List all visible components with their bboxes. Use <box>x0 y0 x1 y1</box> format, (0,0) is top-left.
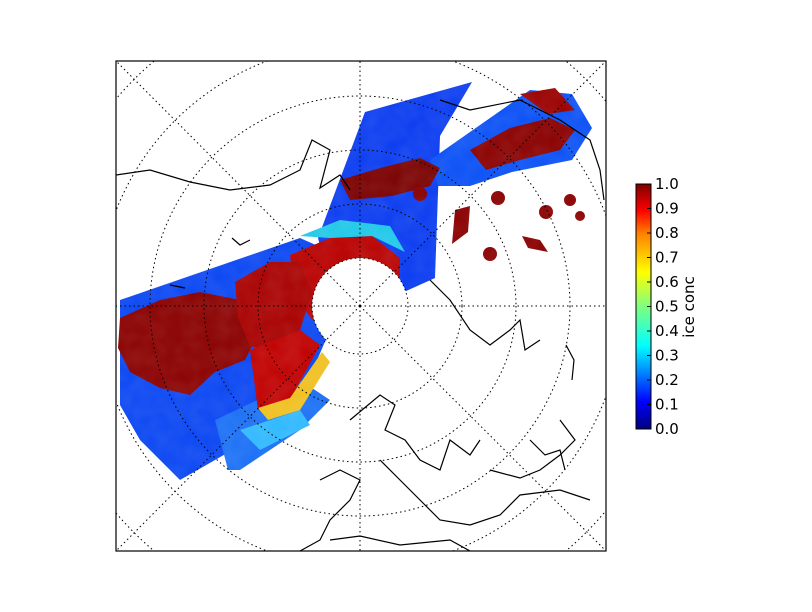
colorbar: 0.0 0.1 0.2 0.3 0.4 0.5 0.6 0.7 0.8 0.9 1.0 ice co… <box>635 175 698 438</box>
map-panel <box>116 61 606 551</box>
colorbar-ticks: 0.0 0.1 0.2 0.3 0.4 0.5 0.6 0.7 0.8 0.9 1.0 <box>647 175 679 438</box>
colorbar-tick-label: 0.3 <box>655 347 679 365</box>
colorbar-tick-label: 0.5 <box>655 298 679 316</box>
colorbar-tick-label: 0.1 <box>655 396 679 414</box>
colorbar-tick-label: 0.8 <box>655 224 679 242</box>
colorbar-tick-label: 0.6 <box>655 273 679 291</box>
colorbar-tick-label: 0.9 <box>655 200 679 218</box>
graticule <box>116 61 606 551</box>
coastlines <box>116 99 605 551</box>
map-frame <box>115 60 607 552</box>
colorbar-tick-label: 0.7 <box>655 249 679 267</box>
colorbar-tick-label: 0.0 <box>655 420 679 438</box>
colorbar-tick-label: 0.2 <box>655 371 679 389</box>
colorbar-tick-label: 0.4 <box>655 322 679 340</box>
colorbar-tick-label: 1.0 <box>655 175 679 193</box>
colorbar-label: ice conc <box>680 276 698 338</box>
